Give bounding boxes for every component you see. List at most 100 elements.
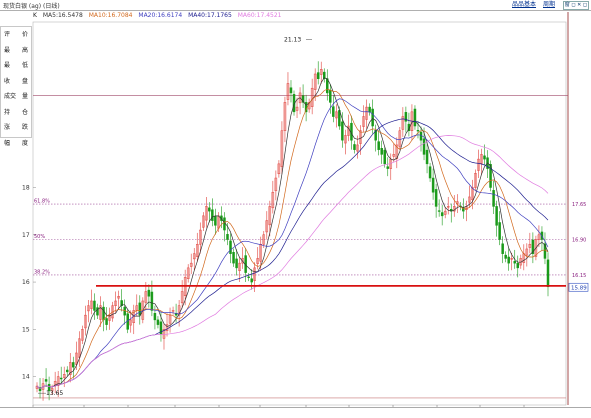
plot-frame	[32, 21, 567, 406]
y-tick-label: 15	[22, 326, 30, 333]
candle-body	[313, 73, 317, 90]
sidebar-item-open-interest[interactable]: 持仓	[1, 105, 31, 121]
candle-body	[510, 258, 513, 260]
candle-body	[247, 276, 250, 278]
candle-body	[477, 158, 480, 171]
candle-body	[286, 83, 290, 100]
fib-percent-label: 38.2%	[34, 269, 50, 275]
candle-body	[238, 262, 241, 271]
window-title: 现货白银 (ag) (日线)	[3, 3, 60, 10]
candle-body	[329, 89, 332, 103]
candle-body	[147, 289, 151, 297]
candle-body	[111, 305, 114, 319]
candle-body	[383, 149, 386, 165]
candle-body	[162, 329, 166, 339]
candle-body	[90, 300, 93, 309]
candle-body	[72, 362, 75, 368]
sidebar-item-price[interactable]: 评价	[1, 27, 31, 43]
candle-body	[326, 78, 329, 94]
candle-body	[226, 234, 229, 240]
candle-body	[289, 87, 293, 94]
candle-body	[265, 220, 269, 233]
sidebar-label: 评	[4, 31, 11, 38]
candle-body	[138, 302, 142, 316]
sidebar-item-volume[interactable]: 成交量	[1, 89, 31, 105]
candle-body	[525, 248, 529, 256]
candle-body	[274, 177, 278, 192]
candle-body	[528, 243, 532, 248]
candle-body	[416, 130, 420, 132]
sidebar-item-change-pct[interactable]: 幅度	[1, 136, 31, 152]
candle-body	[253, 267, 256, 281]
y-tick-label: 17	[22, 232, 30, 239]
candle-body	[295, 106, 299, 111]
candle-body	[347, 125, 350, 136]
candle-body	[428, 166, 432, 179]
sidebar-label: 最	[4, 46, 11, 54]
candle-body	[362, 116, 365, 127]
candle-body	[205, 206, 208, 221]
candle-body	[271, 191, 275, 209]
candle-body	[93, 300, 96, 311]
candle-body	[171, 310, 175, 312]
low-label: 13.65	[46, 390, 63, 397]
fib-value-label: 16.15	[572, 273, 586, 279]
sidebar-label: 收	[4, 77, 11, 85]
candle-body	[65, 369, 69, 373]
candle-body	[480, 154, 483, 164]
sidebar-label: 成交	[4, 93, 17, 100]
sidebar-item-low[interactable]: 最低	[1, 58, 31, 74]
candle-body	[199, 229, 202, 245]
ma20-value: MA20:16.6174	[138, 12, 183, 19]
candle-body	[404, 112, 408, 122]
candle-body	[298, 92, 302, 104]
candle-body	[69, 362, 72, 375]
candle-body	[462, 207, 465, 212]
k-label: K	[33, 12, 37, 19]
ma10-line	[36, 88, 549, 389]
fib-percent-label: 50%	[34, 234, 45, 240]
candle-body	[468, 196, 471, 203]
candle-body	[516, 262, 520, 269]
candle-body	[150, 291, 154, 311]
candle-body	[59, 377, 63, 380]
candle-body	[47, 383, 51, 392]
candle-body	[392, 154, 396, 157]
candle-body	[365, 106, 368, 120]
candle-body	[84, 314, 87, 329]
sidebar-label: 盘	[21, 77, 28, 85]
y-tick-label: 18	[22, 184, 30, 191]
candle-body	[543, 243, 547, 259]
link-basics[interactable]: 品品基本	[512, 1, 537, 8]
candle-body	[177, 305, 181, 316]
sidebar-item-high[interactable]: 最高	[1, 43, 31, 59]
candle-body	[341, 121, 344, 141]
sidebar-item-change[interactable]: 涨跌	[1, 120, 31, 136]
candle-body	[401, 116, 405, 130]
candle-body	[425, 149, 429, 165]
sidebar-item-close[interactable]: 收盘	[1, 74, 31, 90]
candle-body	[208, 207, 211, 212]
candle-body	[492, 190, 495, 207]
candle-body	[546, 259, 550, 288]
ma40-value: MA40:17.1765	[188, 12, 232, 19]
candle-body	[117, 295, 120, 299]
candle-body	[474, 173, 477, 188]
candle-body	[38, 387, 42, 392]
ma60-value: MA60:17.4521	[237, 12, 282, 19]
candle-body	[202, 215, 205, 228]
candle-body	[96, 307, 99, 316]
candle-body	[431, 177, 435, 193]
candle-body	[534, 239, 538, 257]
candle-body	[283, 102, 287, 132]
y-tick-label: 14	[22, 374, 30, 381]
candle-body	[377, 141, 380, 150]
link-period[interactable]: 周期	[543, 1, 556, 8]
candle-body	[501, 243, 504, 254]
candle-body	[277, 163, 281, 175]
candle-body	[489, 164, 492, 188]
candle-body	[259, 243, 263, 262]
window-controls[interactable]: 窗 ◻ ✕ ◻	[562, 1, 589, 10]
candle-body	[129, 319, 132, 326]
